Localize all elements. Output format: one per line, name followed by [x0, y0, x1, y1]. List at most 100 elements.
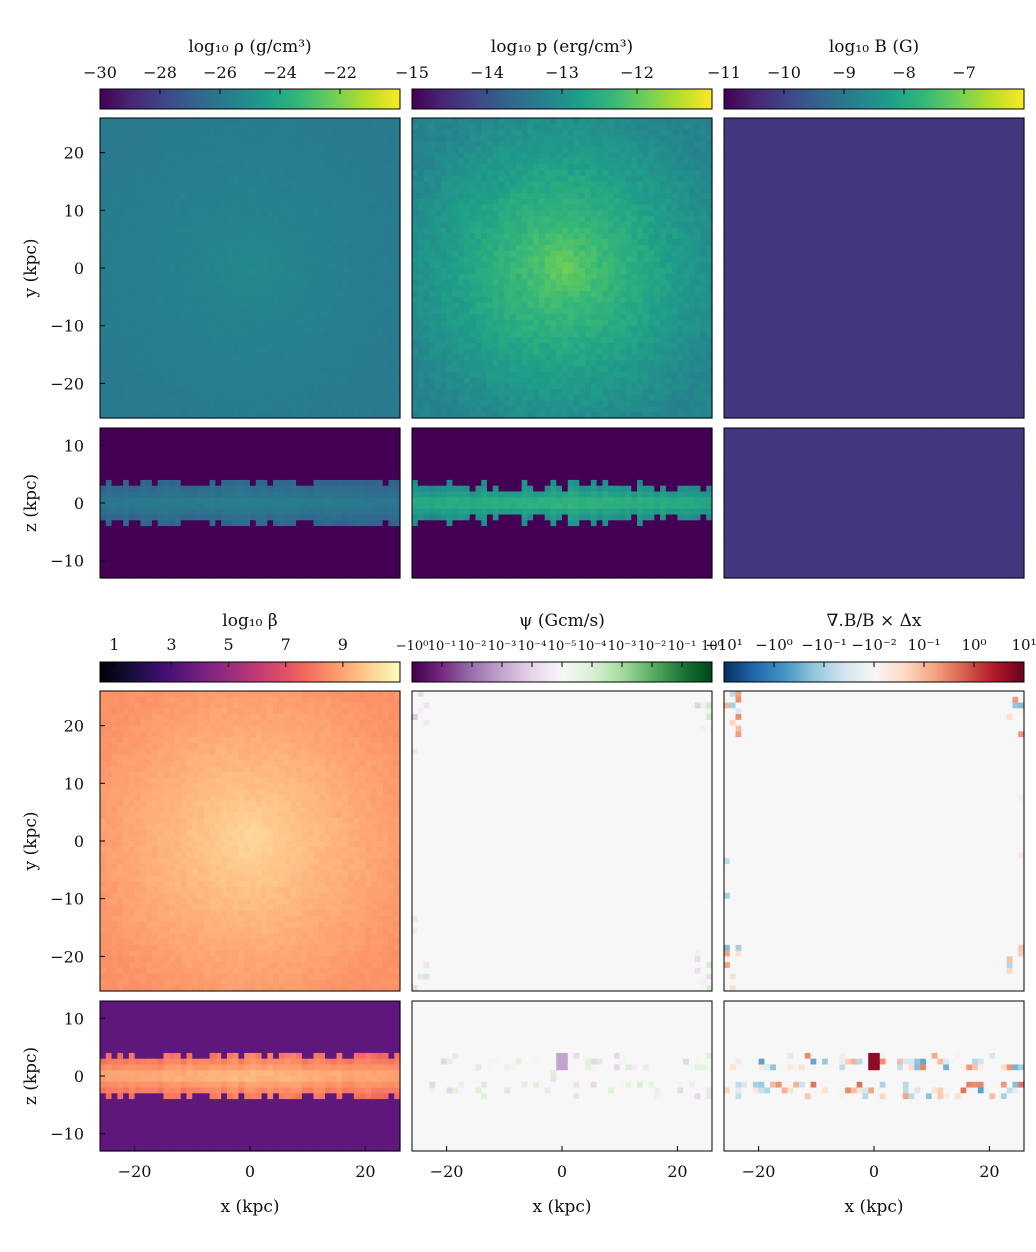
- heatmap-cell: [186, 468, 193, 475]
- heatmap-cell: [128, 308, 136, 315]
- heatmap-cell: [423, 169, 430, 177]
- heatmap-cell: [261, 366, 268, 373]
- heatmap-cell: [232, 428, 240, 435]
- heatmap-cell: [192, 250, 199, 258]
- heatmap-cell: [238, 210, 245, 217]
- heatmap-cell: [180, 439, 188, 446]
- heatmap-cell: [446, 256, 453, 263]
- heatmap-cell: [192, 485, 199, 493]
- heatmap-cell: [498, 123, 505, 131]
- heatmap-cell: [192, 187, 199, 194]
- heatmap-cell: [481, 331, 488, 338]
- heatmap-cell: [446, 135, 453, 142]
- heatmap-cell: [394, 187, 401, 194]
- heatmap-cell: [198, 508, 205, 516]
- heatmap-cell: [261, 308, 268, 315]
- heatmap-cell: [440, 296, 448, 304]
- heatmap-cell: [238, 337, 245, 344]
- heatmap-cell: [203, 343, 211, 350]
- heatmap-cell: [481, 406, 488, 413]
- heatmap-cell: [163, 439, 170, 446]
- heatmap-cell: [504, 302, 511, 309]
- heatmap-cell: [469, 377, 477, 384]
- heatmap-cell: [238, 531, 245, 539]
- heatmap-cell: [319, 319, 326, 327]
- heatmap-cell: [435, 164, 442, 171]
- heatmap-cell: [134, 216, 141, 223]
- heatmap-cell: [423, 193, 430, 200]
- heatmap-cell: [238, 554, 245, 562]
- heatmap-cell: [180, 508, 188, 516]
- heatmap-cell: [469, 302, 477, 309]
- heatmap-cell: [175, 468, 182, 475]
- heatmap-cell: [255, 221, 263, 229]
- heatmap-cell: [267, 497, 274, 504]
- heatmap-cell: [163, 285, 170, 292]
- heatmap-cell: [250, 412, 257, 419]
- heatmap-cell: [342, 175, 349, 183]
- heatmap-cell: [215, 485, 222, 493]
- heatmap-cell: [226, 221, 234, 229]
- heatmap-cell: [192, 479, 199, 487]
- heatmap-cell: [492, 221, 500, 229]
- heatmap-cell: [394, 210, 401, 217]
- heatmap-cell: [278, 135, 286, 142]
- heatmap-cell: [394, 531, 401, 539]
- heatmap-cell: [134, 256, 141, 263]
- heatmap-cell: [359, 175, 366, 183]
- heatmap-cell: [232, 383, 240, 390]
- heatmap-cell: [382, 221, 390, 229]
- heatmap-cell: [342, 439, 349, 446]
- heatmap-cell: [382, 302, 390, 309]
- heatmap-cell: [463, 129, 471, 136]
- heatmap-cell: [261, 497, 268, 504]
- heatmap-cell: [169, 503, 176, 510]
- heatmap-cell: [342, 383, 349, 390]
- heatmap-cell: [504, 394, 511, 402]
- heatmap-cell: [301, 537, 309, 544]
- heatmap-cell: [313, 537, 320, 544]
- heatmap-cell: [429, 204, 436, 211]
- heatmap-cell: [417, 337, 425, 344]
- heatmap-cell: [417, 158, 425, 165]
- heatmap-cell: [313, 428, 320, 435]
- heatmap-cell: [284, 221, 291, 229]
- heatmap-cell: [301, 412, 309, 419]
- heatmap-cell: [301, 308, 309, 315]
- heatmap-cell: [290, 383, 297, 390]
- heatmap-cell: [267, 485, 274, 493]
- heatmap-cell: [203, 169, 211, 177]
- heatmap-cell: [140, 485, 147, 493]
- heatmap-cell: [221, 400, 228, 408]
- heatmap-cell: [429, 319, 436, 327]
- heatmap-cell: [382, 319, 390, 327]
- heatmap-cell: [498, 187, 505, 194]
- heatmap-cell: [198, 319, 205, 327]
- heatmap-cell: [353, 319, 361, 327]
- heatmap-cell: [238, 256, 245, 263]
- heatmap-cell: [348, 158, 355, 165]
- heatmap-cell: [151, 268, 159, 275]
- heatmap-cell: [267, 296, 274, 304]
- heatmap-cell: [284, 337, 291, 344]
- heatmap-cell: [105, 164, 113, 171]
- heatmap-cell: [209, 412, 216, 419]
- heatmap-cell: [487, 164, 494, 171]
- heatmap-cell: [342, 526, 349, 533]
- heatmap-cell: [198, 291, 205, 298]
- heatmap-cell: [140, 302, 147, 309]
- heatmap-cell: [463, 291, 471, 298]
- heatmap-cell: [198, 554, 205, 562]
- heatmap-cell: [111, 554, 118, 562]
- heatmap-cell: [163, 491, 170, 498]
- heatmap-cell: [284, 285, 291, 292]
- heatmap-cell: [319, 198, 326, 206]
- heatmap-cell: [290, 343, 297, 350]
- heatmap-cell: [226, 308, 234, 315]
- heatmap-cell: [394, 412, 401, 419]
- heatmap-cell: [342, 319, 349, 327]
- heatmap-cell: [435, 262, 442, 269]
- heatmap-cell: [475, 273, 482, 281]
- heatmap-cell: [146, 164, 153, 171]
- heatmap-cell: [209, 319, 216, 327]
